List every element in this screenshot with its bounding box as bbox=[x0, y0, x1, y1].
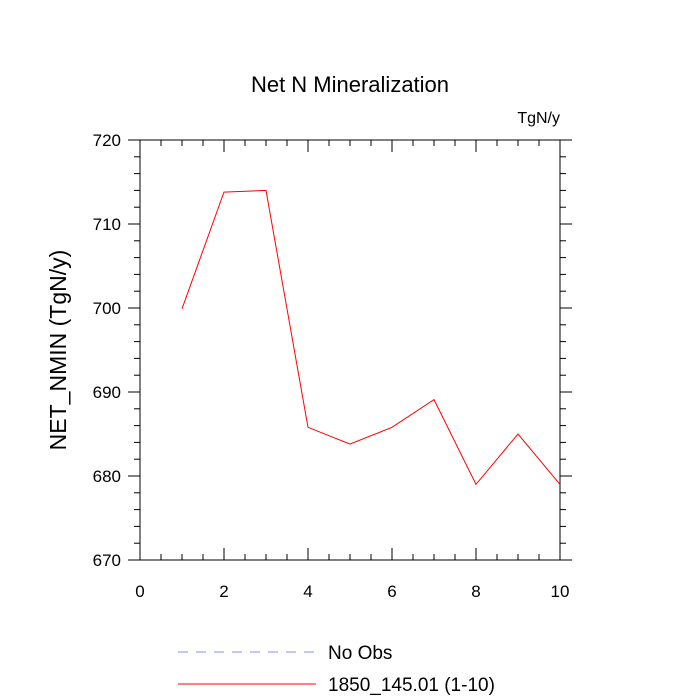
y-tick-label: 670 bbox=[93, 551, 121, 570]
x-tick-label: 2 bbox=[219, 582, 228, 601]
legend-label: 1850_145.01 (1-10) bbox=[328, 675, 495, 696]
y-tick-label: 680 bbox=[93, 467, 121, 486]
legend-label: No Obs bbox=[328, 643, 392, 664]
units-label: TgN/y bbox=[517, 110, 560, 127]
y-tick-label: 700 bbox=[93, 299, 121, 318]
x-tick-label: 8 bbox=[471, 582, 480, 601]
y-tick-label: 720 bbox=[93, 131, 121, 150]
axes bbox=[139, 139, 561, 561]
chart-title: Net N Mineralization bbox=[251, 72, 449, 97]
x-tick-label: 4 bbox=[303, 582, 312, 601]
x-tick-label: 10 bbox=[551, 582, 570, 601]
axis-ticks: 0 2 4 6 8 10 670 680 690 700 710 720 bbox=[93, 131, 572, 601]
y-axis-label: NET_NMIN (TgN/y) bbox=[45, 250, 71, 451]
y-tick-label: 710 bbox=[93, 215, 121, 234]
legend: No Obs 1850_145.01 (1-10) bbox=[178, 643, 495, 696]
plot-series bbox=[181, 189, 561, 486]
series-line bbox=[181, 189, 561, 486]
y-tick-label: 690 bbox=[93, 383, 121, 402]
x-tick-label: 6 bbox=[387, 582, 396, 601]
plot-frame bbox=[139, 139, 561, 561]
x-tick-label: 0 bbox=[135, 582, 144, 601]
